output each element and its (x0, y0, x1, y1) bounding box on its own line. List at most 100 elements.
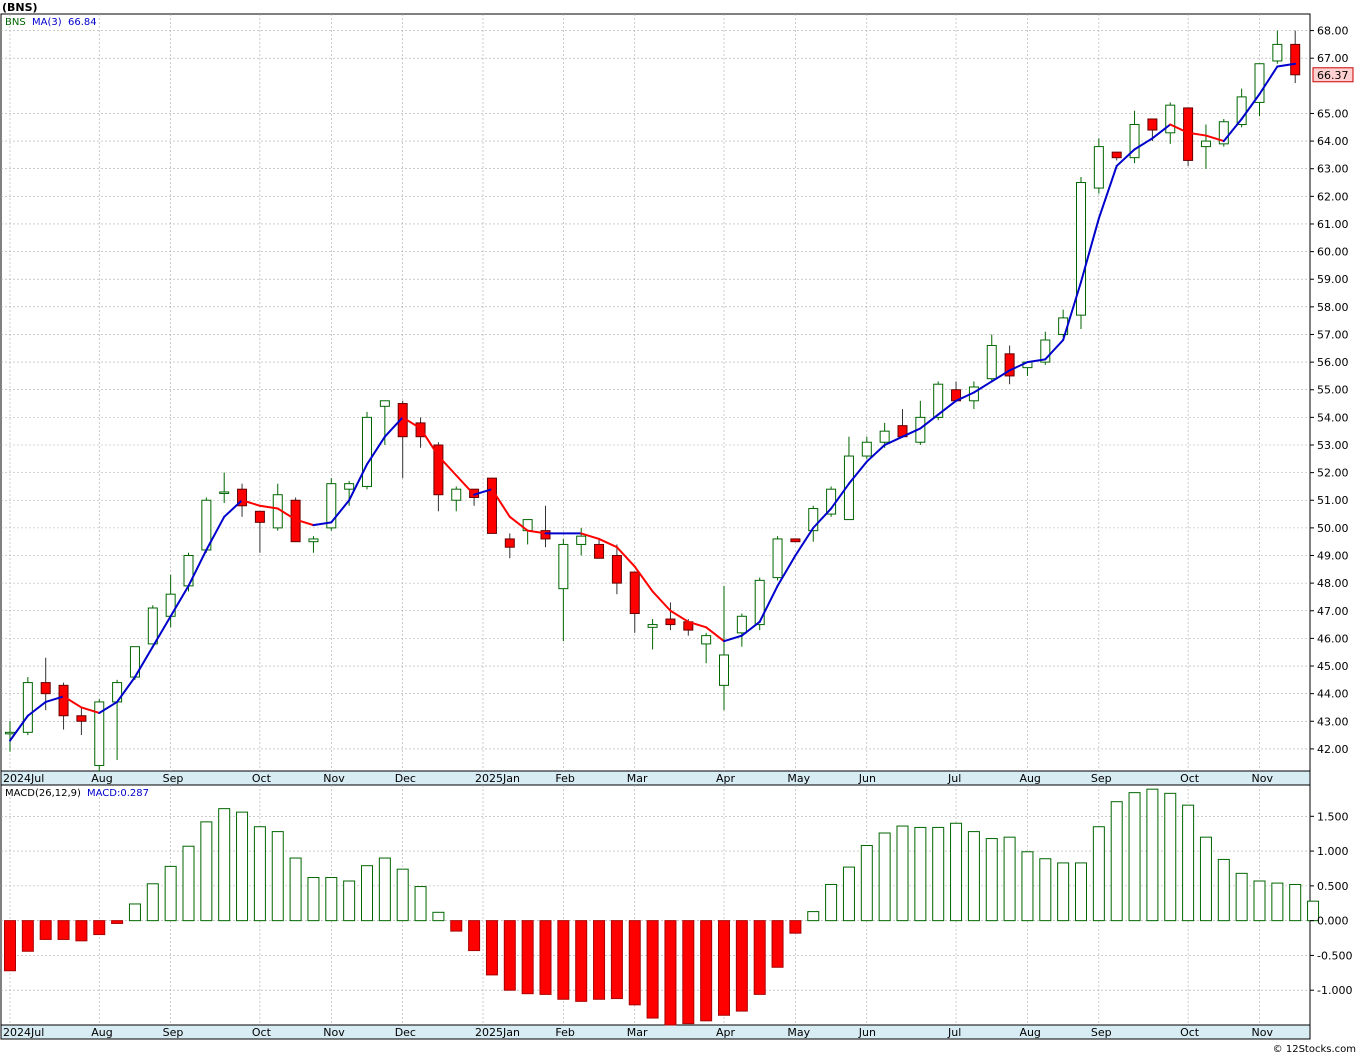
candle-body-58 (1040, 339, 1051, 363)
macd-date-label-8: Mar (627, 1026, 648, 1039)
candle-body-56 (1004, 353, 1015, 377)
ma-segment-9 (151, 615, 172, 648)
macd-bar-65 (1164, 792, 1177, 922)
macd-bar-3 (57, 920, 70, 940)
macd-bar-70 (1253, 880, 1266, 922)
candle-5 (94, 699, 105, 771)
macd-bar-48 (860, 845, 873, 922)
candle-body-72 (1290, 43, 1301, 76)
candle-body-4 (76, 715, 87, 722)
ma-segment-39 (687, 620, 708, 629)
candle-body-63 (1129, 124, 1140, 159)
candle-body-36 (647, 624, 658, 628)
candle-body-70 (1254, 63, 1265, 103)
ma-segment-51 (901, 427, 922, 438)
candle-body-21 (379, 400, 390, 407)
ma-segment-47 (830, 482, 850, 510)
macd-bar-59 (1057, 862, 1070, 922)
macd-bar-25 (450, 920, 463, 932)
price-tick-label-18: 60.00 (1317, 246, 1349, 259)
price-date-label-4: Nov (323, 772, 345, 785)
macd-date-label-2: Sep (163, 1026, 184, 1039)
price-tick-label-11: 53.00 (1317, 439, 1349, 452)
ma-segment-12 (205, 515, 226, 551)
price-tick-label-16: 58.00 (1317, 301, 1349, 314)
price-tick-label-20: 62.00 (1317, 190, 1349, 203)
candle-20 (362, 411, 372, 490)
macd-date-label-0: 2024Jul (3, 1026, 44, 1039)
price-date-label-12: Jul (947, 772, 961, 785)
macd-date-label-11: Jun (858, 1026, 876, 1039)
candle-8 (147, 605, 158, 645)
ma-segment-48 (847, 460, 868, 485)
candle-47 (843, 436, 854, 521)
macd-bar-20 (361, 865, 373, 922)
candle-62 (1111, 151, 1122, 161)
candle-37 (665, 602, 676, 631)
macd-bar-24 (432, 911, 445, 922)
candle-24 (433, 442, 444, 512)
macd-bar-27 (485, 920, 498, 976)
ma-segment-25 (437, 455, 458, 477)
ma-segment-1 (9, 714, 29, 742)
macd-bar-11 (200, 821, 213, 922)
price-tick-label-6: 48.00 (1317, 577, 1349, 590)
price-tick-label-24: 67.00 (1317, 52, 1349, 65)
candle-body-49 (879, 430, 890, 443)
ma-segment-14 (241, 499, 261, 507)
ma-segment-66 (1169, 123, 1190, 134)
candle-body-65 (1165, 104, 1176, 134)
candle-44 (790, 538, 801, 543)
ma-segment-36 (633, 565, 654, 593)
macd-date-label-16: Nov (1252, 1026, 1274, 1039)
macd-date-label-10: May (787, 1026, 810, 1039)
macd-bar-62 (1110, 801, 1123, 922)
price-date-label-3: Oct (252, 772, 272, 785)
candle-4 (76, 707, 87, 736)
macd-bar-29 (521, 920, 534, 995)
price-tick-label-7: 49.00 (1317, 550, 1349, 563)
candle-14 (254, 510, 265, 553)
candle-34 (611, 544, 622, 595)
ma-segment-27 (473, 488, 493, 496)
candle-25 (451, 486, 462, 512)
candle-39 (701, 632, 712, 664)
ma-segment-19 (330, 499, 351, 524)
ma-segment-35 (615, 546, 636, 568)
ma-segment-29 (508, 515, 529, 532)
ma-segment-20 (348, 463, 368, 502)
price-tick-label-23: 65.00 (1317, 107, 1349, 120)
macd-bar-10 (182, 845, 195, 922)
price-date-label-13: Aug (1019, 772, 1040, 785)
price-tick-label-15: 57.00 (1317, 328, 1349, 341)
macd-bar-57 (1021, 851, 1034, 922)
ma-segment-46 (812, 507, 833, 529)
candle-17 (308, 536, 319, 553)
candle-body-61 (1093, 146, 1104, 189)
macd-bar-63 (1128, 792, 1141, 922)
candle-body-27 (486, 477, 497, 534)
macd-bar-58 (1039, 858, 1052, 922)
ma-segment-49 (865, 443, 886, 463)
candle-body-5 (94, 701, 105, 766)
ma-segment-3 (44, 695, 65, 703)
macd-date-label-6: 2025Jan (475, 1026, 520, 1039)
ma-segment-21 (366, 435, 386, 466)
macd-bar-18 (325, 877, 338, 922)
price-panel-frame (0, 13, 1311, 772)
last-price-label: 66.37 (1317, 69, 1349, 82)
ma-segment-17 (294, 518, 315, 527)
macd-bar-67 (1199, 836, 1212, 922)
candle-28 (504, 533, 515, 559)
ma-segment-11 (187, 548, 208, 587)
macd-bar-6 (111, 920, 124, 924)
macd-date-label-3: Oct (252, 1026, 272, 1039)
macd-bar-45 (807, 911, 820, 922)
macd-bar-54 (967, 831, 980, 922)
candle-body-0 (5, 731, 15, 735)
price-tick-label-19: 61.00 (1317, 218, 1349, 231)
ma-segment-71 (1258, 65, 1279, 96)
macd-bar-49 (878, 832, 891, 922)
candle-69 (1236, 88, 1247, 128)
